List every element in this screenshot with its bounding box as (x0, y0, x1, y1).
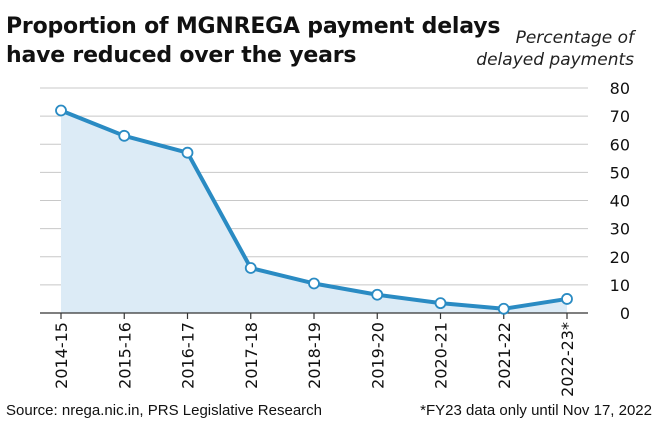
chart-title-line-1: Proportion of MGNREGA payment delays (6, 14, 501, 39)
x-tick-label-2016-17: 2016-17 (179, 322, 198, 389)
chart-title-line-2: have reduced over the years (6, 43, 357, 68)
data-point-2017-18 (244, 262, 257, 274)
x-tick-label-2021-22: 2021-22 (495, 322, 514, 389)
y-axis-label: Percentage of delayed payments (476, 27, 634, 71)
y-tick-label-30: 30 (610, 220, 630, 239)
y-tick-label-40: 40 (610, 192, 630, 211)
footnote: *FY23 data only until Nov 17, 2022 (420, 402, 652, 419)
y-tick-label-10: 10 (610, 276, 630, 295)
x-tick-label-2015-16: 2015-16 (115, 322, 134, 389)
data-point-2016-17 (181, 146, 194, 159)
x-tick-label-2020-21: 2020-21 (432, 322, 451, 389)
y-tick-label-80: 80 (610, 79, 630, 98)
y-tick-label-20: 20 (610, 248, 630, 267)
data-point-2015-16 (118, 129, 131, 142)
data-point-2021-22 (497, 302, 510, 315)
x-tick-label-2017-18: 2017-18 (242, 322, 261, 389)
x-tick-label-2018-19: 2018-19 (305, 322, 324, 389)
x-tick-label-2019-20: 2019-20 (368, 322, 387, 389)
chart-title: Proportion of MGNREGA payment delays hav… (6, 12, 501, 70)
y-tick-label-60: 60 (610, 135, 630, 154)
y-tick-label-70: 70 (610, 107, 630, 126)
area-fill (61, 110, 567, 313)
data-point-2019-20 (371, 288, 384, 301)
y-tick-label-50: 50 (610, 163, 630, 182)
y-axis-label-line-2: delayed payments (476, 50, 634, 70)
data-point-2022-23* (561, 293, 573, 305)
data-point-2014-15 (55, 104, 67, 117)
x-tick-label-2014-15: 2014-15 (52, 322, 71, 389)
y-axis-label-line-1: Percentage of (515, 28, 634, 48)
source-note: Source: nrega.nic.in, PRS Legislative Re… (6, 402, 322, 419)
line-chart: 2014-15 2015-16 2016-17 2017-18 2018-19 2019-… (40, 79, 630, 397)
y-tick-labels: 0 10 20 30 40 50 60 70 80 (610, 79, 630, 323)
x-tick-labels: 2014-15 2015-16 2016-17 2017-18 2018-19 2019-… (52, 322, 577, 397)
points-layer (55, 104, 573, 315)
y-tick-label-0: 0 (620, 304, 630, 323)
data-point-2018-19 (308, 277, 320, 290)
area-layer (61, 110, 567, 313)
data-point-2020-21 (434, 297, 447, 310)
x-tick-label-2022-23*: 2022-23* (558, 322, 577, 397)
